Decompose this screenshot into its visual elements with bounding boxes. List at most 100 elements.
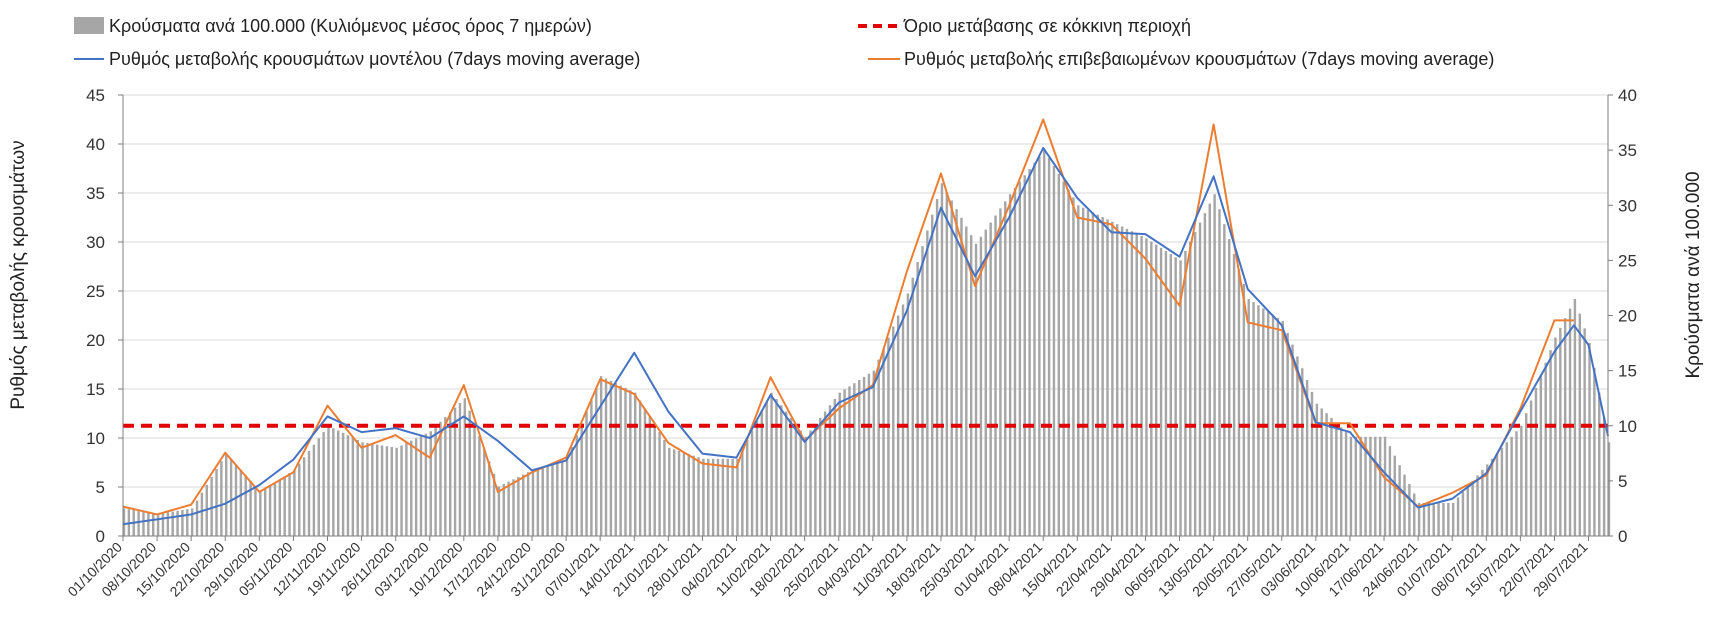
bar [643, 408, 647, 536]
bar [609, 380, 613, 536]
bar [965, 226, 968, 536]
bar [1043, 150, 1046, 537]
bar [225, 453, 228, 536]
bar [400, 445, 403, 536]
bar [1417, 502, 1421, 536]
bar [1291, 344, 1294, 536]
bar [390, 447, 393, 536]
bar [1271, 314, 1275, 536]
bar [1437, 502, 1440, 536]
bar [1106, 219, 1109, 536]
bar [502, 484, 505, 536]
bar [1189, 241, 1192, 537]
bar [1286, 332, 1289, 536]
bar [181, 510, 184, 536]
legend-label-confirmed: Ρυθμός μεταβολής επιβεβαιωμένων κρουσμάτ… [904, 49, 1494, 69]
bar [833, 398, 837, 536]
bar [375, 444, 379, 536]
bar [1077, 205, 1080, 536]
right-axis-ticks: 0 5 10 15 20 25 30 35 40 [1608, 86, 1637, 546]
bar [838, 392, 841, 536]
bar [843, 389, 846, 536]
bar [595, 387, 598, 536]
bar [755, 421, 759, 536]
bar [1004, 201, 1007, 536]
bar [784, 411, 788, 536]
bar [507, 481, 510, 536]
bar [974, 243, 978, 536]
bar [200, 492, 204, 536]
bar [1052, 165, 1056, 537]
legend: Κρούσματα ανά 100.000 (Κυλιόμενος μέσος … [74, 16, 1494, 69]
bar [1607, 442, 1611, 536]
bar [1013, 187, 1017, 536]
bar [794, 424, 798, 536]
right-tick-label: 30 [1618, 196, 1637, 215]
bar [989, 222, 992, 536]
bar [823, 411, 827, 536]
bar [1325, 413, 1328, 536]
bar [186, 509, 189, 536]
bar [1184, 250, 1187, 536]
bar [1179, 260, 1182, 537]
bar [142, 511, 145, 536]
bar [1374, 436, 1377, 536]
right-tick-label: 5 [1618, 472, 1627, 491]
bar [195, 500, 199, 536]
bar [1442, 502, 1445, 536]
bar [1145, 238, 1148, 536]
bar [1169, 254, 1173, 536]
bar [322, 432, 325, 536]
bar [166, 512, 170, 537]
bar [638, 400, 642, 536]
bar [1383, 436, 1387, 536]
bar [1349, 436, 1353, 536]
bar [799, 430, 802, 536]
bar [857, 380, 861, 536]
bar [1237, 269, 1241, 536]
bar [171, 511, 174, 536]
bar [1008, 194, 1012, 537]
bar [814, 424, 817, 536]
bar [551, 463, 554, 536]
bar [770, 392, 773, 536]
bar [862, 376, 866, 536]
bar [663, 439, 666, 536]
line-series [122, 118, 1609, 526]
bar [1091, 212, 1095, 536]
bar [1461, 491, 1465, 536]
bar [1520, 425, 1523, 536]
right-tick-label: 40 [1618, 86, 1637, 105]
bar [1301, 368, 1304, 536]
bar [1534, 387, 1538, 536]
bar [570, 447, 574, 536]
bar [721, 458, 725, 536]
bar [741, 449, 744, 537]
bar [458, 402, 462, 536]
bar [1505, 442, 1508, 536]
bar [1262, 308, 1265, 536]
bar [1403, 474, 1406, 536]
bar [945, 191, 949, 537]
bar [419, 435, 423, 536]
bar [215, 469, 218, 536]
bar [984, 229, 987, 536]
bar [565, 458, 569, 536]
bar [1593, 367, 1596, 536]
bar [619, 385, 622, 536]
left-axis-ticks: 0 5 10 15 20 25 30 35 40 45 [86, 86, 123, 546]
bar [877, 359, 880, 536]
bar [672, 449, 676, 537]
bar [307, 450, 311, 536]
bar [1568, 308, 1572, 536]
bar [1408, 484, 1411, 536]
bar [302, 457, 306, 536]
bar [1213, 194, 1216, 537]
bar [1223, 224, 1226, 536]
bar [809, 430, 812, 536]
bar [1101, 217, 1104, 536]
bar [634, 392, 637, 536]
bar [449, 412, 452, 536]
bar [1305, 380, 1309, 536]
bar [332, 428, 335, 536]
